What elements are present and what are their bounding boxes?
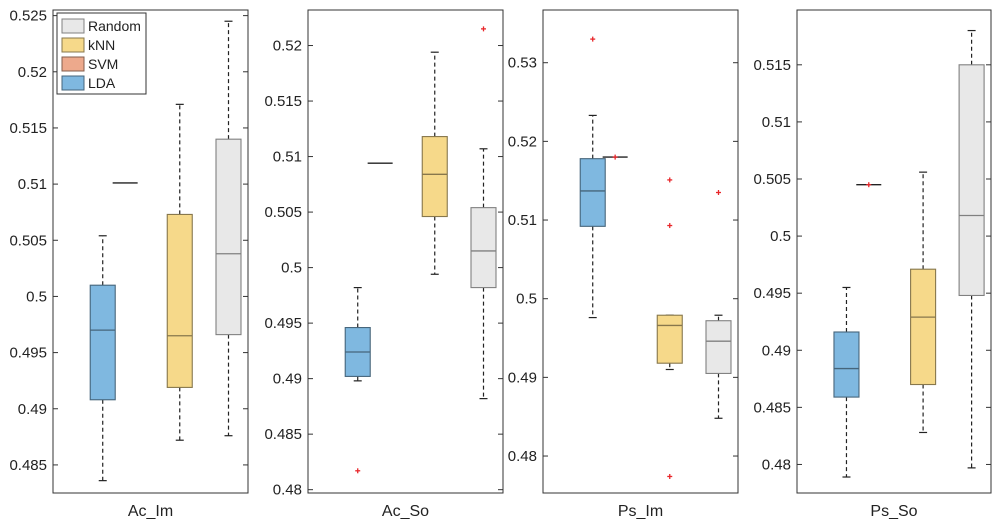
x-axis-label: Ps_So [870, 503, 917, 520]
y-tick-label: 0.5 [770, 228, 791, 245]
y-tick-label: 0.49 [273, 371, 302, 388]
y-tick-label: 0.49 [762, 342, 791, 359]
y-tick-label: 0.51 [273, 149, 302, 166]
y-tick-label: 0.52 [508, 133, 537, 150]
y-tick-label: 0.505 [753, 171, 791, 188]
box-random [470, 207, 497, 289]
y-tick-label: 0.51 [762, 114, 791, 131]
box-random [215, 138, 242, 336]
y-tick-label: 0.5 [26, 288, 47, 305]
box-random [705, 320, 732, 374]
y-tick-label: 0.505 [264, 204, 302, 221]
legend-swatch-svm [61, 56, 85, 72]
y-tick-label: 0.495 [264, 315, 302, 332]
y-tick-label: 0.485 [9, 457, 47, 474]
legend-swatch-random [61, 18, 85, 34]
legend-swatch-knn [61, 37, 85, 53]
y-tick-label: 0.485 [264, 426, 302, 443]
box-random [958, 64, 985, 297]
y-tick-label: 0.48 [508, 448, 537, 465]
y-tick-label: 0.515 [753, 57, 791, 74]
y-tick-label: 0.495 [753, 285, 791, 302]
box-knn [910, 268, 937, 386]
legend-label-random: Random [88, 18, 141, 34]
x-axis-label: Ac_So [382, 503, 429, 520]
y-tick-label: 0.51 [18, 176, 47, 193]
y-tick-label: 0.505 [9, 232, 47, 249]
box-lda [833, 331, 860, 398]
legend-swatch-lda [61, 75, 85, 91]
box-knn [166, 213, 193, 388]
box-knn [421, 136, 448, 218]
y-tick-label: 0.515 [9, 120, 47, 137]
box-knn [656, 314, 683, 364]
y-tick-label: 0.525 [9, 8, 47, 25]
y-tick-label: 0.49 [18, 401, 47, 418]
legend-label-lda: LDA [88, 75, 116, 91]
y-tick-label: 0.51 [508, 212, 537, 229]
y-tick-label: 0.495 [9, 345, 47, 362]
x-axis-label: Ps_Im [618, 503, 663, 520]
x-axis-label: Ac_Im [128, 503, 173, 520]
y-tick-label: 0.52 [273, 38, 302, 55]
box-lda [579, 158, 606, 227]
y-tick-label: 0.485 [753, 399, 791, 416]
y-tick-label: 0.53 [508, 55, 537, 72]
y-tick-label: 0.48 [762, 456, 791, 473]
y-tick-label: 0.515 [264, 93, 302, 110]
legend-label-svm: SVM [88, 56, 118, 72]
y-tick-label: 0.49 [508, 369, 537, 386]
y-tick-label: 0.48 [273, 482, 302, 499]
legend-label-knn: kNN [88, 37, 115, 53]
box-lda [89, 284, 116, 401]
panel-frame [542, 9, 739, 494]
y-tick-label: 0.5 [516, 291, 537, 308]
y-tick-label: 0.52 [18, 64, 47, 81]
y-tick-label: 0.5 [281, 260, 302, 277]
